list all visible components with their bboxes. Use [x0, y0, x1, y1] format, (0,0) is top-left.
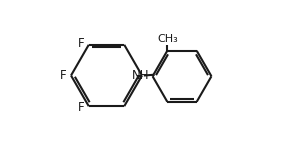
- Text: F: F: [78, 37, 85, 50]
- Text: F: F: [60, 69, 66, 82]
- Text: NH: NH: [132, 69, 149, 82]
- Text: CH₃: CH₃: [157, 34, 178, 43]
- Text: F: F: [78, 101, 85, 114]
